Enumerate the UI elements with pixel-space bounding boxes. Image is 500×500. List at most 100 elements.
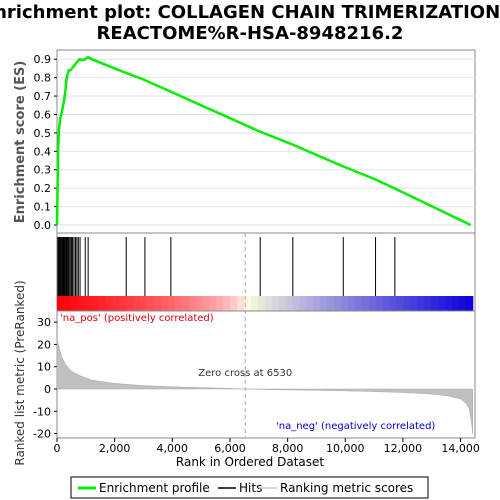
metric-panel-frame <box>56 310 476 439</box>
positive-label: 'na_pos' (positively correlated) <box>60 313 214 324</box>
zero-cross-label: Zero cross at 6530 <box>198 368 292 379</box>
rank-color-segment <box>285 296 294 311</box>
es-tick-label: 0.3 <box>34 164 52 177</box>
x-tick-label: 8,000 <box>272 442 304 455</box>
rank-color-segment <box>140 296 148 311</box>
rank-color-segment <box>368 296 377 311</box>
es-tick-label: 0.9 <box>34 53 52 66</box>
legend-frame <box>70 476 429 499</box>
rank-color-segment <box>105 296 114 311</box>
rank-color-segment <box>112 296 120 311</box>
metric-tick-label: -20 <box>33 428 51 441</box>
x-tick-label: 6,000 <box>214 442 246 455</box>
x-tick-label: 10,000 <box>326 442 365 455</box>
es-curve <box>55 56 472 227</box>
rank-color-segment <box>209 296 217 311</box>
rank-color-segment <box>181 296 190 311</box>
legend-label-metric: Ranking metric scores <box>280 481 413 495</box>
rank-color-segment <box>98 296 107 311</box>
rank-color-segment <box>230 296 238 311</box>
rank-color-segment <box>451 296 460 311</box>
legend: Enrichment profile Hits Ranking metric s… <box>70 476 429 499</box>
rank-color-segment <box>167 296 176 311</box>
es-panel: 0.0 0.1 0.2 0.3 0.4 0.5 0.6 0.7 0.8 0.9 Enrichmen… <box>13 49 476 234</box>
rank-color-segment <box>347 296 356 311</box>
rank-color-segment <box>77 296 86 311</box>
rank-color-segment <box>264 296 273 311</box>
rank-color-segment <box>320 296 328 311</box>
rank-color-segment <box>188 296 197 311</box>
rank-color-segment <box>147 296 155 311</box>
es-tick-label: 0.7 <box>34 90 52 103</box>
negative-label: 'na_neg' (negatively correlated) <box>276 421 435 432</box>
rank-color-segment <box>133 296 141 311</box>
rank-color-segment <box>257 296 266 311</box>
rank-color-segment <box>403 296 411 311</box>
rank-color-segment <box>334 296 342 311</box>
hit-lines <box>57 237 396 296</box>
rank-color-segment <box>389 296 398 311</box>
hits-panel <box>56 232 476 312</box>
rank-color-segment <box>313 296 321 311</box>
x-tick-label: 12,000 <box>384 442 423 455</box>
rank-color-segment <box>237 296 245 311</box>
rank-color-segment <box>223 296 231 311</box>
metric-tick-label: -10 <box>33 405 51 418</box>
x-tick-label: 2,000 <box>99 442 131 455</box>
x-tick-label: 4,000 <box>157 442 189 455</box>
rank-color-segment <box>160 296 169 311</box>
rank-color-segment <box>410 296 418 311</box>
rank-color-segment <box>382 296 391 311</box>
rank-color-segment <box>57 296 65 311</box>
rank-color-segment <box>126 296 134 311</box>
es-tick-label: 0.4 <box>34 145 52 158</box>
rank-color-segment <box>354 296 363 311</box>
rank-color-segment <box>306 296 314 311</box>
rank-color-segment <box>327 296 335 311</box>
rank-color-segment <box>431 296 439 311</box>
rank-color-segment <box>361 296 370 311</box>
rank-color-segment <box>341 296 349 311</box>
legend-label-hits: Hits <box>239 481 262 495</box>
rank-color-bar <box>57 296 474 311</box>
rank-color-segment <box>70 296 79 311</box>
rank-color-segment <box>84 296 93 311</box>
rank-color-segment <box>444 296 453 311</box>
es-tick-label: 0.0 <box>34 219 52 232</box>
metric-tick-label: 10 <box>37 361 51 374</box>
rank-color-segment <box>465 296 474 311</box>
es-y-ticks: 0.0 0.1 0.2 0.3 0.4 0.5 0.6 0.7 0.8 0.9 <box>34 53 57 232</box>
x-tick-label: 14,000 <box>441 442 480 455</box>
rank-color-segment <box>244 296 252 311</box>
rank-color-segment <box>216 296 224 311</box>
rank-color-segment <box>292 296 301 311</box>
rank-color-segment <box>63 296 72 311</box>
rank-color-segment <box>299 296 308 311</box>
x-tick-label: 0 <box>54 442 61 455</box>
x-axis-label: Rank in Ordered Dataset <box>176 455 324 469</box>
rank-color-segment <box>417 296 425 311</box>
x-axis-ticks: 0 2,000 4,000 6,000 8,000 10,000 12,000 14,000 <box>54 438 480 455</box>
metric-panel: -20 -10 0 10 20 30 Zero cross at 6530 'na_pos… <box>13 233 476 466</box>
rank-color-segment <box>119 296 127 311</box>
metric-tick-label: 20 <box>37 338 51 351</box>
es-y-label: Enrichment score (ES) <box>13 61 28 224</box>
metric-tick-label: 30 <box>37 316 51 329</box>
es-tick-label: 0.2 <box>34 182 52 195</box>
es-tick-label: 0.6 <box>34 108 52 121</box>
metric-tick-label: 0 <box>44 383 51 396</box>
legend-label-enrichment: Enrichment profile <box>99 481 210 495</box>
rank-color-segment <box>202 296 211 311</box>
chart-title-line1: Enrichment plot: COLLAGEN CHAIN TRIMERIZ… <box>0 2 500 23</box>
es-tick-label: 0.5 <box>34 127 52 140</box>
rank-color-segment <box>250 296 259 311</box>
metric-y-ticks: -20 -10 0 10 20 30 <box>33 316 57 441</box>
es-panel-frame <box>56 49 476 234</box>
rank-color-segment <box>271 296 280 311</box>
es-tick-label: 0.1 <box>34 201 52 214</box>
es-gridlines <box>57 58 475 226</box>
metric-y-label: Ranked list metric (PreRanked) <box>13 280 27 465</box>
es-tick-label: 0.8 <box>34 72 52 85</box>
rank-color-segment <box>438 296 446 311</box>
